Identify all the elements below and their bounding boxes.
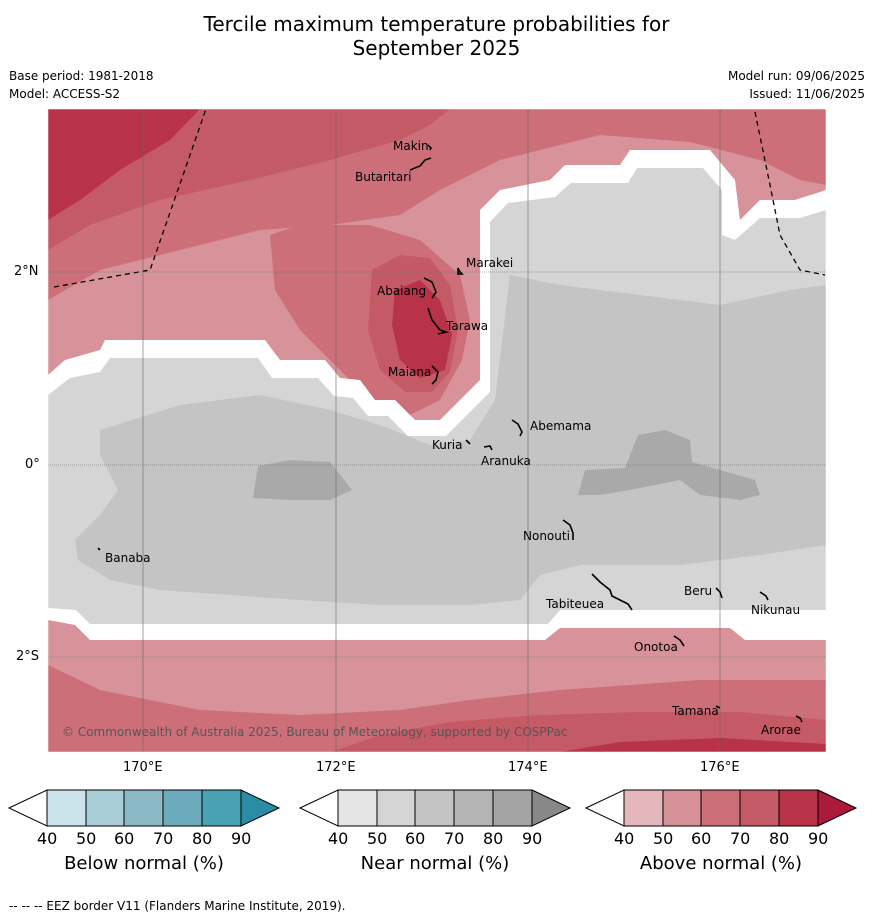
cb-tick: 80: [769, 829, 790, 848]
place-label-onotoa: Onotoa: [634, 640, 678, 654]
island-outlines: [97, 144, 803, 723]
lat-label: 2°N: [14, 264, 39, 279]
cb-tick: 60: [691, 829, 712, 848]
cb-above-seg: [739, 789, 780, 827]
map-frame: [47, 108, 827, 753]
lon-label: 174°E: [508, 760, 548, 775]
place-label-aranuka: Aranuka: [481, 454, 531, 468]
place-label-kuria: Kuria: [432, 438, 463, 452]
colorbar-near-normal: [298, 789, 572, 827]
map-title: Tercile maximum temperature probabilitie…: [0, 12, 873, 60]
cb-near-seg: [376, 789, 416, 827]
place-label-maiana: Maiana: [388, 365, 432, 379]
place-label-tabiteuea: Tabiteuea: [546, 597, 605, 611]
place-label-arorae: Arorae: [761, 723, 801, 737]
cb-below-min-arrow: [7, 789, 48, 827]
near-normal-60-region: [75, 275, 826, 605]
cb-tick: 50: [653, 829, 674, 848]
cb-tick: 40: [614, 829, 635, 848]
lat-label: 0°: [25, 457, 40, 472]
cb-tick: 90: [808, 829, 829, 848]
place-label-nonouti: Nonouti: [523, 529, 570, 543]
cb-tick: 80: [483, 829, 504, 848]
cb-tick: 70: [444, 829, 465, 848]
cb-tick: 70: [730, 829, 751, 848]
cb-tick: 50: [367, 829, 388, 848]
cb-above-seg: [778, 789, 819, 827]
cb-label-below-normal: Below normal (%): [64, 853, 224, 874]
probability-field: [48, 109, 826, 752]
cb-below-seg: [46, 789, 87, 827]
cb-label-above-normal: Above normal (%): [639, 853, 803, 874]
above-normal-80-tarawa: [392, 280, 452, 378]
cb-below-max-arrow: [240, 789, 281, 827]
colorbar-below-normal: [7, 789, 281, 827]
lon-label: 170°E: [123, 760, 163, 775]
lon-label: 172°E: [316, 760, 356, 775]
place-label-tarawa: Tarawa: [446, 319, 489, 333]
cb-above-max-arrow: [817, 789, 858, 827]
cb-near-seg: [414, 789, 455, 827]
cb-tick: 50: [76, 829, 97, 848]
place-label-banaba: Banaba: [105, 551, 151, 565]
place-label-butaritari: Butaritari: [355, 170, 412, 184]
place-label-beru: Beru: [684, 584, 713, 598]
issued-date: Issued: 11/06/2025: [749, 87, 865, 101]
cb-above-min-arrow: [584, 789, 625, 827]
cb-tick: 60: [405, 829, 426, 848]
place-label-abemama: Abemama: [530, 419, 592, 433]
place-label-makin: Makin: [393, 139, 429, 153]
above-normal-80-north: [48, 109, 200, 220]
model-name: Model: ACCESS-S2: [9, 87, 121, 101]
meta-left: Base period: 1981-2018 Model: ACCESS-S2: [9, 67, 154, 103]
base-period: Base period: 1981-2018: [9, 69, 154, 83]
model-run: Model run: 09/06/2025: [727, 69, 865, 83]
place-label-marakei: Marakei: [466, 256, 514, 270]
lat-label: 2°S: [16, 649, 40, 664]
cb-below-seg: [162, 789, 203, 827]
cb-above-seg: [700, 789, 741, 827]
cb-tick: 80: [192, 829, 213, 848]
cb-tick: 40: [37, 829, 58, 848]
cb-tick: 60: [114, 829, 135, 848]
place-label-tamana: Tamana: [672, 704, 719, 718]
cb-tick: 90: [231, 829, 252, 848]
cb-above-seg: [623, 789, 664, 827]
cb-below-seg: [201, 789, 242, 827]
cb-above-seg: [662, 789, 702, 827]
eez-border-east: [754, 111, 826, 276]
near-normal-70-west: [253, 460, 352, 500]
cb-tick: 90: [522, 829, 543, 848]
place-label-abaiang: Abaiang: [377, 284, 427, 298]
copyright-notice: © Commonwealth of Australia 2025, Bureau…: [62, 725, 568, 739]
cb-near-seg: [337, 789, 378, 827]
cb-near-seg: [453, 789, 494, 827]
cb-near-seg: [492, 789, 533, 827]
cb-near-min-arrow: [298, 789, 339, 827]
cb-tick: 40: [328, 829, 349, 848]
cb-label-near-normal: Near normal (%): [360, 853, 510, 874]
gridlines: [48, 109, 826, 752]
place-label-nikunau: Nikunau: [751, 603, 801, 617]
lon-label: 176°E: [700, 760, 740, 775]
title-line-2: September 2025: [352, 36, 521, 60]
eez-footnote: -- -- -- EEZ border V11 (Flanders Marine…: [9, 899, 346, 913]
cb-tick: 70: [153, 829, 174, 848]
cb-near-max-arrow: [531, 789, 572, 827]
colorbar-above-normal: [584, 789, 858, 827]
eez-border-west: [53, 109, 207, 288]
title-line-1: Tercile maximum temperature probabilitie…: [203, 12, 670, 36]
cb-below-seg: [85, 789, 125, 827]
above-normal-80-south: [560, 738, 826, 752]
cb-below-seg: [123, 789, 164, 827]
meta-right: Model run: 09/06/2025 Issued: 11/06/2025: [728, 67, 865, 103]
